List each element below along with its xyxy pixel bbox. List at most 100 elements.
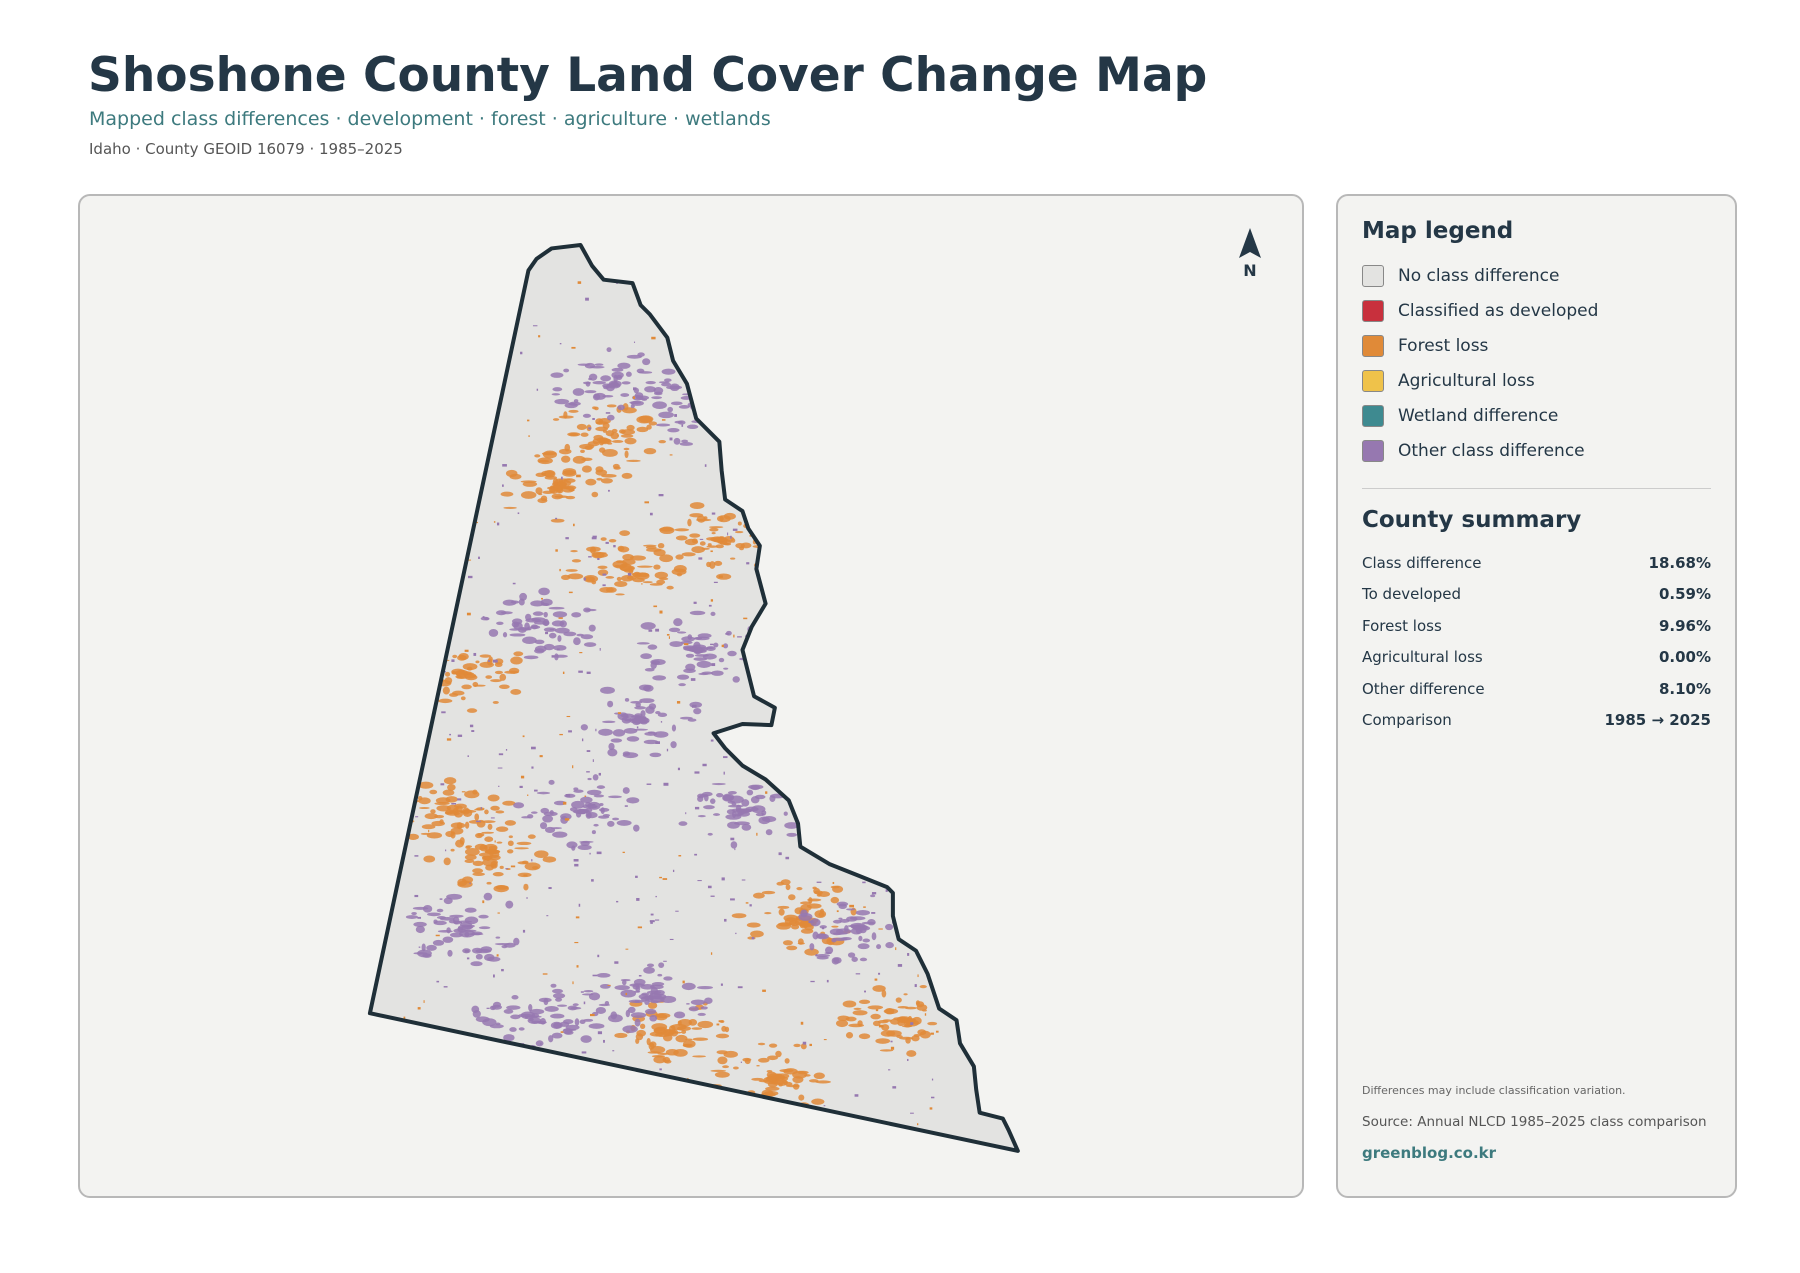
change-patch bbox=[503, 1034, 515, 1042]
change-patch bbox=[429, 789, 438, 795]
change-patch bbox=[691, 1027, 703, 1030]
change-speck bbox=[822, 926, 825, 930]
change-speck bbox=[747, 502, 752, 506]
change-speck bbox=[425, 1027, 428, 1030]
change-patch bbox=[604, 1001, 610, 1006]
change-patch bbox=[816, 933, 827, 939]
change-patch bbox=[402, 808, 408, 816]
change-speck bbox=[890, 1127, 892, 1130]
change-patch bbox=[763, 545, 779, 550]
change-speck bbox=[940, 900, 943, 902]
change-speck bbox=[423, 1000, 425, 1003]
change-speck bbox=[898, 314, 904, 316]
change-patch bbox=[531, 625, 541, 629]
change-speck bbox=[589, 852, 591, 855]
change-patch bbox=[649, 1014, 658, 1022]
change-speck bbox=[762, 691, 765, 695]
change-patch bbox=[649, 752, 662, 758]
change-patch bbox=[502, 599, 517, 606]
change-patch bbox=[634, 1018, 641, 1027]
change-speck bbox=[648, 629, 653, 632]
change-patch bbox=[527, 834, 536, 839]
change-speck bbox=[866, 360, 869, 364]
change-speck bbox=[478, 1082, 481, 1085]
north-arrow-icon bbox=[1239, 228, 1261, 258]
change-patch bbox=[625, 371, 632, 377]
change-patch bbox=[716, 793, 724, 798]
change-speck bbox=[800, 1021, 804, 1025]
change-patch bbox=[504, 942, 516, 948]
change-patch bbox=[619, 530, 631, 536]
change-patch bbox=[455, 669, 469, 677]
change-patch bbox=[531, 617, 546, 622]
change-patch bbox=[667, 427, 680, 433]
change-speck bbox=[799, 563, 802, 567]
change-patch bbox=[788, 894, 796, 901]
change-speck bbox=[663, 782, 669, 786]
change-patch bbox=[719, 415, 735, 421]
change-speck bbox=[378, 1069, 381, 1072]
change-speck bbox=[708, 604, 712, 607]
change-patch bbox=[438, 698, 453, 704]
change-speck bbox=[478, 556, 480, 559]
change-speck bbox=[592, 759, 594, 762]
change-speck bbox=[549, 628, 555, 631]
summary-label: Comparison bbox=[1362, 711, 1452, 730]
change-speck bbox=[967, 834, 972, 837]
change-speck bbox=[666, 748, 669, 752]
change-speck bbox=[967, 883, 972, 886]
change-speck bbox=[907, 1058, 909, 1062]
change-patch bbox=[464, 674, 478, 681]
change-patch bbox=[792, 1070, 808, 1079]
change-speck bbox=[711, 512, 716, 515]
change-patch bbox=[618, 429, 626, 434]
change-speck bbox=[497, 912, 500, 914]
change-patch bbox=[661, 382, 672, 387]
change-patch bbox=[676, 1025, 692, 1032]
change-patch bbox=[513, 651, 524, 657]
change-speck bbox=[973, 938, 976, 940]
change-patch bbox=[651, 396, 663, 400]
change-speck bbox=[756, 832, 758, 836]
change-patch bbox=[465, 845, 473, 848]
change-patch bbox=[413, 921, 427, 927]
change-patch bbox=[551, 620, 565, 627]
change-patch bbox=[588, 624, 596, 632]
change-patch bbox=[700, 397, 716, 402]
summary: Class difference 18.68% To developed 0.59% F… bbox=[1362, 547, 1711, 736]
change-speck bbox=[746, 285, 750, 287]
change-speck bbox=[641, 583, 643, 585]
change-speck bbox=[603, 1039, 605, 1043]
change-speck bbox=[995, 572, 999, 575]
change-speck bbox=[801, 763, 805, 766]
change-patch bbox=[457, 654, 467, 661]
change-speck bbox=[583, 577, 586, 581]
change-patch bbox=[551, 1032, 563, 1039]
change-patch bbox=[724, 396, 733, 403]
change-patch bbox=[552, 831, 568, 838]
change-patch bbox=[503, 506, 517, 509]
change-patch bbox=[741, 799, 750, 807]
change-speck bbox=[536, 388, 539, 391]
change-patch bbox=[679, 442, 694, 446]
change-speck bbox=[936, 610, 938, 613]
change-speck bbox=[951, 297, 955, 300]
change-speck bbox=[903, 906, 906, 908]
change-patch bbox=[765, 829, 773, 836]
change-patch bbox=[591, 491, 599, 498]
change-speck bbox=[851, 367, 854, 369]
change-patch bbox=[583, 990, 594, 993]
change-patch bbox=[850, 922, 866, 929]
change-speck bbox=[436, 337, 440, 340]
change-patch bbox=[712, 371, 728, 378]
summary-value: 9.96% bbox=[1658, 616, 1711, 635]
change-patch bbox=[514, 847, 529, 850]
change-speck bbox=[737, 636, 742, 638]
change-patch bbox=[571, 800, 585, 809]
change-patch bbox=[687, 634, 693, 640]
change-speck bbox=[637, 926, 643, 929]
change-patch bbox=[573, 399, 579, 403]
change-speck bbox=[890, 1040, 893, 1043]
change-speck bbox=[437, 368, 442, 372]
